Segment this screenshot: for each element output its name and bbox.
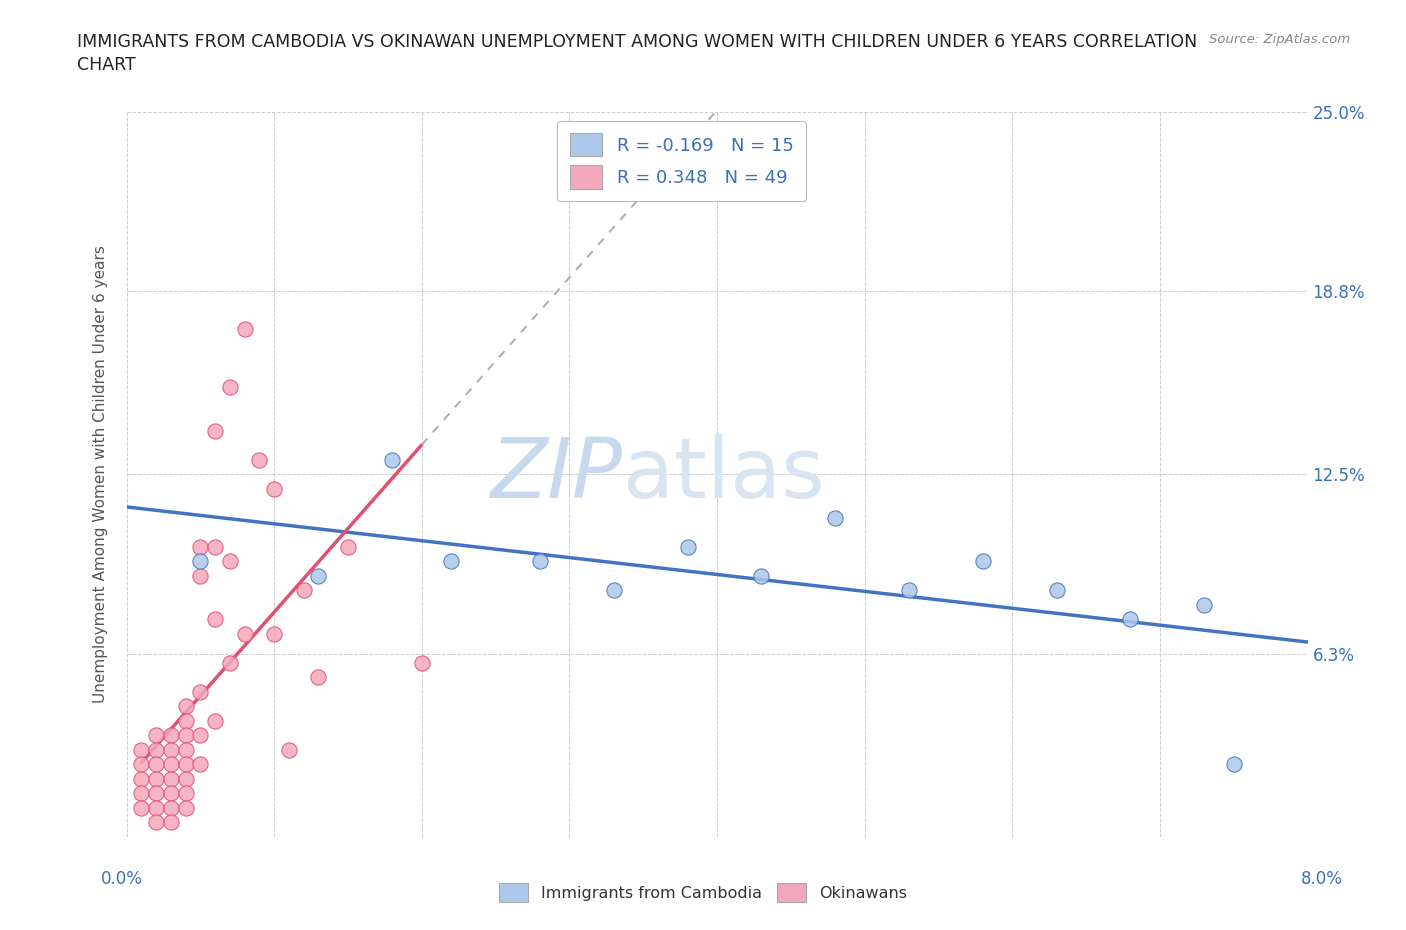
Point — [824, 511, 846, 525]
Point — [204, 612, 226, 627]
Point — [278, 742, 301, 757]
Point — [440, 554, 463, 569]
Text: 8.0%: 8.0% — [1301, 870, 1343, 888]
Point — [188, 728, 212, 743]
Point — [160, 728, 183, 743]
Point — [174, 699, 197, 714]
Point — [292, 583, 315, 598]
Point — [145, 757, 167, 772]
Point — [263, 482, 285, 497]
Point — [160, 815, 183, 830]
Point — [174, 772, 197, 787]
Point — [145, 801, 167, 816]
Point — [307, 670, 329, 684]
Point — [1223, 757, 1246, 772]
Point — [145, 742, 167, 757]
Text: ZIP: ZIP — [491, 433, 623, 515]
Y-axis label: Unemployment Among Women with Children Under 6 years: Unemployment Among Women with Children U… — [93, 246, 108, 703]
Point — [249, 452, 271, 467]
Point — [160, 801, 183, 816]
Point — [1119, 612, 1142, 627]
Point — [233, 322, 256, 337]
Point — [174, 757, 197, 772]
Text: 0.0%: 0.0% — [101, 870, 143, 888]
Point — [145, 728, 167, 743]
Text: Source: ZipAtlas.com: Source: ZipAtlas.com — [1209, 33, 1350, 46]
Point — [174, 801, 197, 816]
Legend: R = -0.169   N = 15, R = 0.348   N = 49: R = -0.169 N = 15, R = 0.348 N = 49 — [557, 121, 806, 201]
Point — [307, 568, 329, 583]
Point — [972, 554, 994, 569]
Point — [411, 656, 433, 671]
Point — [174, 713, 197, 728]
Legend: Immigrants from Cambodia, Okinawans: Immigrants from Cambodia, Okinawans — [492, 877, 914, 908]
Point — [676, 539, 699, 554]
Text: IMMIGRANTS FROM CAMBODIA VS OKINAWAN UNEMPLOYMENT AMONG WOMEN WITH CHILDREN UNDE: IMMIGRANTS FROM CAMBODIA VS OKINAWAN UNE… — [77, 33, 1198, 74]
Point — [160, 757, 183, 772]
Point — [174, 728, 197, 743]
Point — [204, 713, 226, 728]
Point — [129, 801, 153, 816]
Point — [233, 627, 256, 642]
Point — [188, 554, 212, 569]
Point — [160, 742, 183, 757]
Point — [188, 757, 212, 772]
Point — [188, 539, 212, 554]
Point — [204, 423, 226, 438]
Point — [129, 772, 153, 787]
Point — [160, 786, 183, 801]
Point — [188, 568, 212, 583]
Point — [145, 772, 167, 787]
Point — [174, 786, 197, 801]
Point — [129, 742, 153, 757]
Point — [129, 757, 153, 772]
Point — [1192, 597, 1215, 612]
Point — [751, 568, 773, 583]
Point — [160, 772, 183, 787]
Text: atlas: atlas — [623, 433, 824, 515]
Point — [129, 786, 153, 801]
Point — [381, 452, 404, 467]
Point — [337, 539, 360, 554]
Point — [145, 815, 167, 830]
Point — [145, 786, 167, 801]
Point — [898, 583, 921, 598]
Point — [219, 379, 242, 394]
Point — [263, 627, 285, 642]
Point — [603, 583, 626, 598]
Point — [204, 539, 226, 554]
Point — [529, 554, 551, 569]
Point — [174, 742, 197, 757]
Point — [219, 656, 242, 671]
Point — [1046, 583, 1069, 598]
Point — [219, 554, 242, 569]
Point — [188, 684, 212, 699]
